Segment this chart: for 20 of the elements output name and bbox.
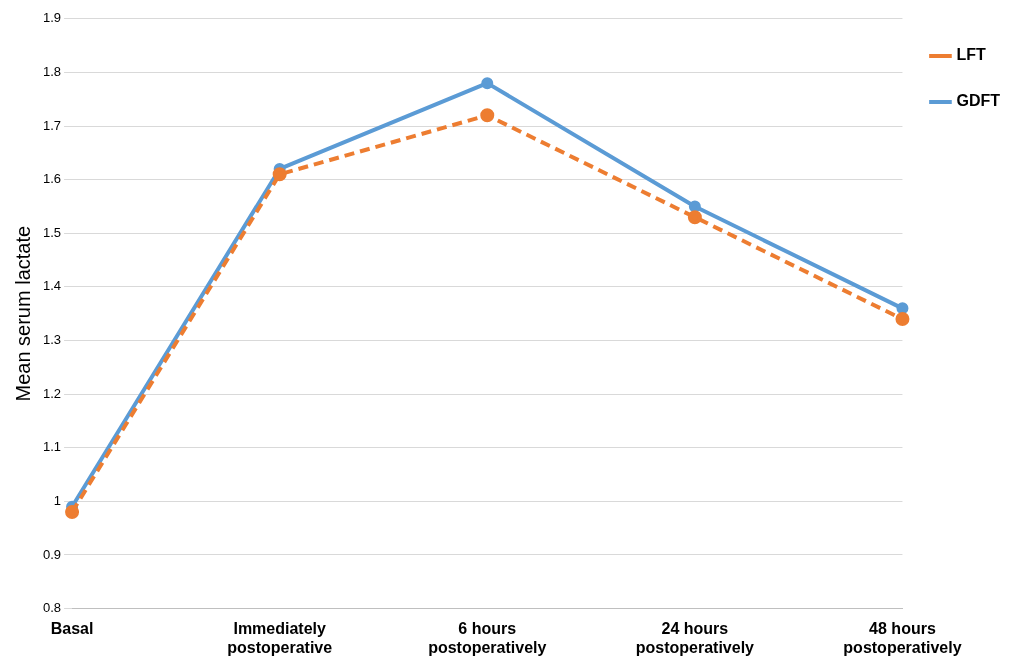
y-tick-label: 0.8	[42, 600, 62, 616]
x-tick-label: 6 hours postoperatively	[428, 619, 547, 656]
x-tick-label: Immediately postoperative	[227, 619, 333, 656]
y-tick-label: 1.7	[42, 117, 62, 133]
y-tick-label: 1.4	[42, 278, 62, 294]
y-tick-label: 0.9	[42, 546, 62, 562]
y-tick-label: 1.8	[42, 64, 62, 79]
y-axis-title: Mean serum lactate	[11, 225, 34, 402]
y-tick-label: 1	[53, 492, 62, 508]
y-tick-label: 1.2	[42, 385, 62, 401]
legend-label: LFT	[956, 46, 986, 64]
y-tick-label: 1.9	[42, 10, 62, 26]
y-tick-label: 1.1	[42, 439, 62, 455]
y-tick-label: 1.5	[42, 224, 62, 240]
x-tick-label: 48 hours postoperatively	[843, 619, 962, 656]
y-tick-label: 1.6	[42, 171, 62, 187]
x-tick-label: Basal	[50, 619, 94, 637]
x-tick-label: 24 hours postoperatively	[635, 619, 755, 656]
y-tick-label: 1.3	[42, 332, 62, 348]
legend-label: GDFT	[956, 92, 1001, 110]
